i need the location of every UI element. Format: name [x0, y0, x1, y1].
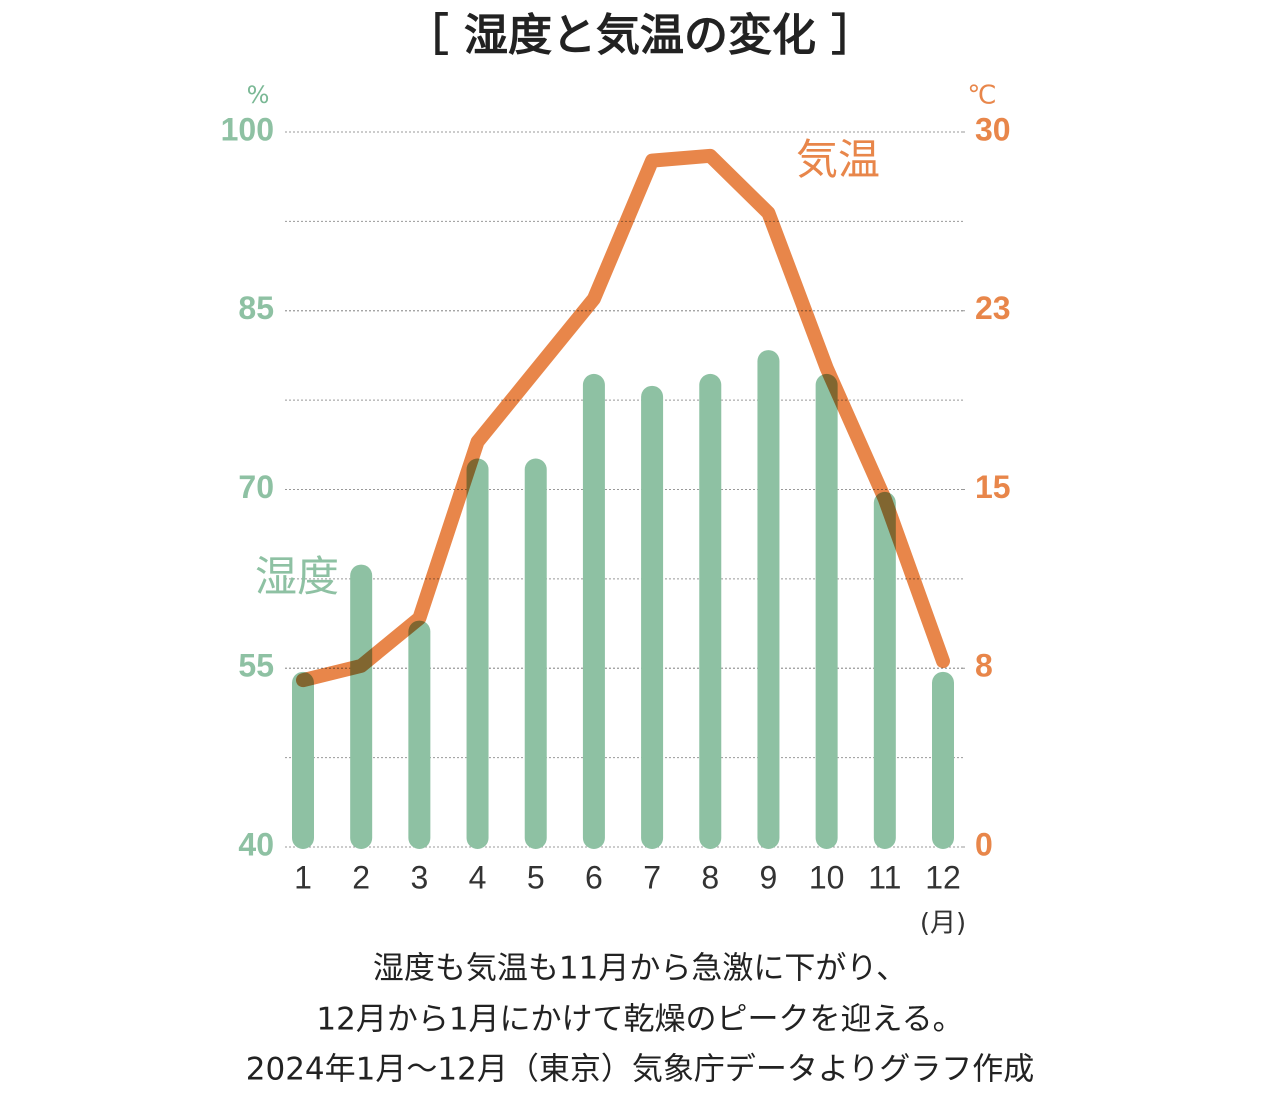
- caption: 2024年1月～12月（東京）気象庁データよりグラフ作成: [246, 1052, 1034, 1088]
- caption: 12月から1月にかけて乾燥のピークを迎える。: [316, 1002, 963, 1038]
- y-tick-label: 100: [221, 111, 274, 147]
- y2-tick-label: 15: [975, 469, 1011, 505]
- y-tick-label: 40: [238, 826, 274, 862]
- x-tick-label: 5: [527, 859, 545, 895]
- legend-label: 湿度: [255, 552, 339, 601]
- bar: [757, 350, 780, 849]
- x-tick-label: 7: [643, 859, 661, 895]
- legend-label: 気温: [796, 135, 880, 184]
- bar: [641, 385, 664, 849]
- y2-tick-label: 30: [975, 111, 1011, 147]
- y-tick-label: 85: [238, 290, 274, 326]
- x-tick-label: 2: [352, 859, 370, 895]
- x-tick-label: 10: [809, 859, 845, 895]
- y-tick-label: 70: [238, 469, 274, 505]
- bar: [292, 671, 314, 849]
- y2-tick-label: 8: [975, 648, 993, 684]
- bar: [466, 458, 489, 849]
- x-tick-label: 8: [701, 859, 719, 895]
- x-tick-label: 6: [585, 859, 603, 895]
- x-label: (月): [920, 909, 966, 939]
- y2-tick-label: 23: [975, 290, 1011, 326]
- x-tick-label: 3: [410, 859, 428, 895]
- bar: [932, 671, 954, 849]
- bar: [350, 564, 373, 849]
- y2-unit: ℃: [967, 81, 996, 111]
- chart-title: ［ 湿度と気温の変化 ］: [405, 10, 876, 61]
- x-tick-label: 9: [760, 859, 778, 895]
- bar: [699, 373, 722, 849]
- y2-tick-label: 0: [975, 826, 993, 862]
- y-unit: %: [247, 81, 270, 109]
- bar: [873, 491, 896, 849]
- x-tick-label: 4: [469, 859, 487, 895]
- bar: [524, 458, 547, 849]
- x-tick-label: 11: [868, 859, 901, 895]
- y-tick-label: 55: [238, 648, 274, 684]
- x-tick-label: 12: [925, 859, 961, 895]
- bar: [815, 373, 838, 849]
- bar: [582, 373, 605, 849]
- x-tick-label: 1: [294, 859, 312, 895]
- bar: [408, 620, 431, 849]
- line: [296, 148, 950, 688]
- caption: 湿度も気温も11月から急激に下がり、: [373, 951, 907, 987]
